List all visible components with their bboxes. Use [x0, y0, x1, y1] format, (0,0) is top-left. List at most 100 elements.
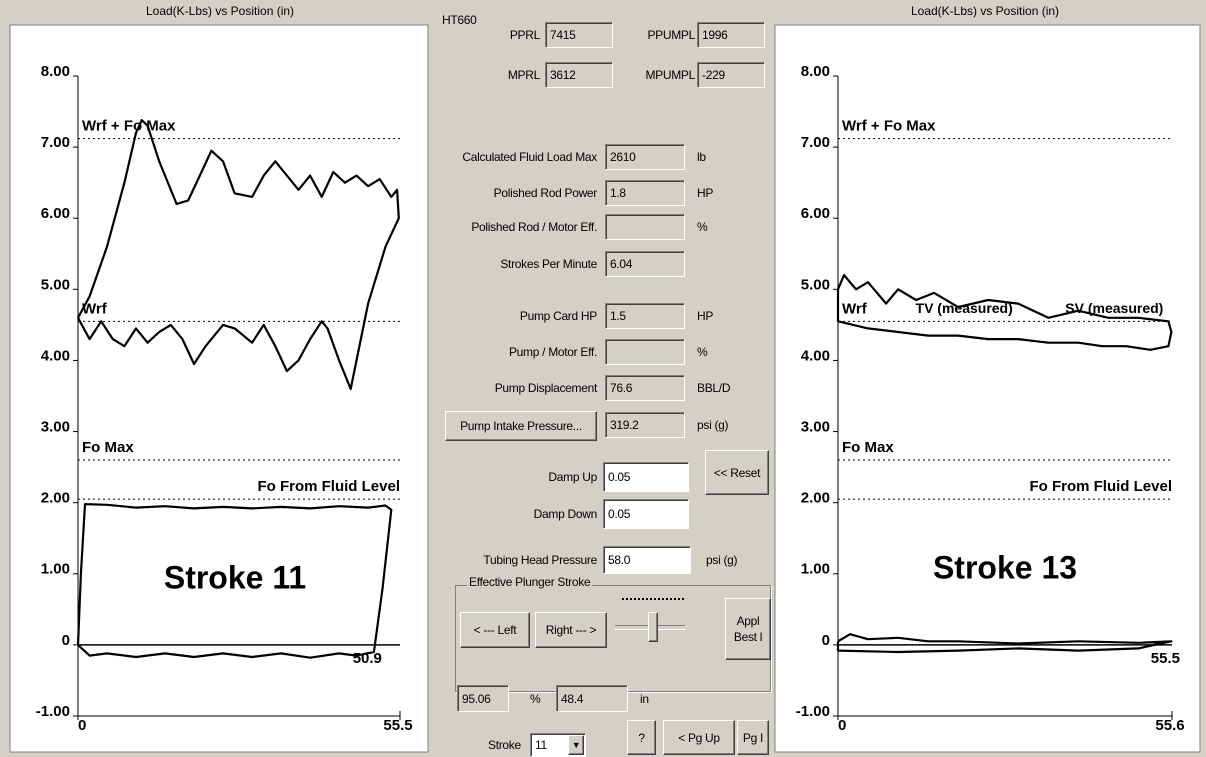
length-value: 48.4 [556, 685, 628, 712]
pump-intake-button[interactable]: Pump Intake Pressure... [445, 411, 597, 441]
reference-label: Fo Max [842, 439, 894, 456]
curve-annotation: TV (measured) [916, 300, 1013, 316]
field-value: 3612 [545, 62, 613, 88]
field-value: 1996 [697, 22, 765, 48]
field-label: Calculated Fluid Load Max [462, 150, 597, 164]
y-tick-label: 5.00 [801, 276, 830, 293]
y-tick-label: 1.00 [41, 561, 70, 578]
field-unit: lb [697, 150, 706, 164]
load-curve [836, 633, 1173, 654]
percent-value: 95.06 [457, 685, 509, 712]
pgup-button[interactable]: < Pg Up [663, 720, 735, 755]
field-label: Pump Displacement [494, 381, 598, 395]
load-curve [76, 503, 393, 659]
reference-label: Fo Max [82, 439, 134, 456]
field-value: 6.04 [605, 251, 685, 277]
y-tick-label: 4.00 [41, 347, 70, 364]
y-tick-label: 7.00 [41, 134, 70, 151]
chart-title: Load(K-Lbs) vs Position (in) [911, 4, 1059, 18]
field-unit: BBL/D [697, 381, 731, 395]
y-tick-label: 8.00 [41, 63, 70, 80]
length-unit: in [640, 692, 649, 706]
field-label: MPRL [507, 68, 540, 82]
model-label: HT660 [442, 13, 477, 27]
apply-button-text: Best l [733, 630, 763, 644]
field-label: PPUMPL [647, 28, 695, 42]
x-marker-label: 55.5 [1151, 650, 1180, 667]
x-tick-label: 55.6 [1155, 717, 1184, 734]
field-unit: HP [697, 309, 714, 323]
reference-label: Wrf + Fo Max [842, 118, 936, 135]
curve-annotation: SV (measured) [1065, 300, 1163, 316]
field-label: MPUMPL [645, 68, 695, 82]
field-label: Pump / Motor Eff. [508, 345, 597, 359]
load-curve [836, 274, 1173, 351]
damp-input[interactable]: 0.05 [603, 499, 689, 529]
slider-thumb[interactable] [648, 612, 658, 642]
field-label: Strokes Per Minute [500, 257, 597, 271]
y-tick-label: 0 [822, 632, 830, 649]
field-label: Polished Rod / Motor Eff. [471, 220, 597, 234]
y-tick-label: -1.00 [36, 703, 70, 720]
field-value [605, 339, 685, 365]
y-tick-label: -1.00 [796, 703, 830, 720]
field-value: 76.6 [605, 375, 685, 401]
stroke-annotation: Stroke 13 [933, 549, 1077, 585]
y-tick-label: 4.00 [801, 347, 830, 364]
plot-background [774, 24, 1201, 753]
field-label: Polished Rod Power [493, 186, 598, 200]
reset-button[interactable]: << Reset [705, 450, 769, 495]
load-curve [77, 119, 400, 390]
reference-label: Fo From Fluid Level [1029, 478, 1172, 495]
y-tick-label: 7.00 [801, 134, 830, 151]
y-tick-label: 3.00 [801, 419, 830, 436]
group-title: Effective Plunger Stroke [467, 574, 593, 590]
field-label: PPRL [509, 28, 540, 42]
plot-background [9, 24, 429, 753]
y-tick-label: 2.00 [801, 490, 830, 507]
field-unit: % [697, 345, 708, 359]
x-tick-label: 55.5 [383, 717, 412, 734]
field-value: 319.2 [605, 412, 685, 438]
reference-label: Wrf [842, 300, 868, 317]
right-button[interactable]: Right --- > [535, 612, 607, 648]
y-tick-label: 1.00 [801, 561, 830, 578]
tubing-input[interactable]: 58.0 [603, 546, 691, 574]
y-tick-label: 0 [62, 632, 70, 649]
stroke-annotation: Stroke 11 [164, 559, 306, 595]
help-button[interactable]: ? [627, 720, 656, 755]
pgdn-button[interactable]: Pg I [737, 720, 769, 755]
field-unit: HP [697, 186, 714, 200]
y-tick-label: 2.00 [41, 490, 70, 507]
apply-button-text: Appl [736, 614, 760, 628]
y-tick-label: 8.00 [801, 63, 830, 80]
chart-title: Load(K-Lbs) vs Position (in) [146, 4, 294, 18]
y-tick-label: 6.00 [41, 205, 70, 222]
field-label: Pump Card HP [519, 309, 597, 323]
stroke-label: Stroke [488, 738, 521, 752]
dropdown-arrow[interactable]: ▼ [568, 735, 584, 755]
left-button[interactable]: < --- Left [460, 612, 530, 648]
tubing-unit: psi (g) [706, 553, 738, 567]
percent-unit: % [530, 692, 541, 706]
reference-label: Wrf [82, 300, 108, 317]
field-value: 2610 [605, 144, 685, 170]
field-value: 7415 [545, 22, 613, 48]
damp-input[interactable]: 0.05 [603, 462, 689, 492]
tubing-label: Tubing Head Pressure [483, 553, 597, 567]
x-tick-label: 0 [838, 717, 846, 734]
reference-label: Wrf + Fo Max [82, 118, 176, 135]
y-tick-label: 6.00 [801, 205, 830, 222]
x-tick-label: 0 [78, 717, 86, 734]
field-value: 1.8 [605, 180, 685, 206]
reference-label: Fo From Fluid Level [257, 478, 400, 495]
field-value: 1.5 [605, 303, 685, 329]
field-unit: psi (g) [697, 418, 729, 432]
y-tick-label: 5.00 [41, 276, 70, 293]
apply-button[interactable]: Appl Best l [725, 598, 771, 660]
field-value [605, 214, 685, 240]
field-unit: % [697, 220, 708, 234]
slider-ticks [622, 598, 684, 604]
